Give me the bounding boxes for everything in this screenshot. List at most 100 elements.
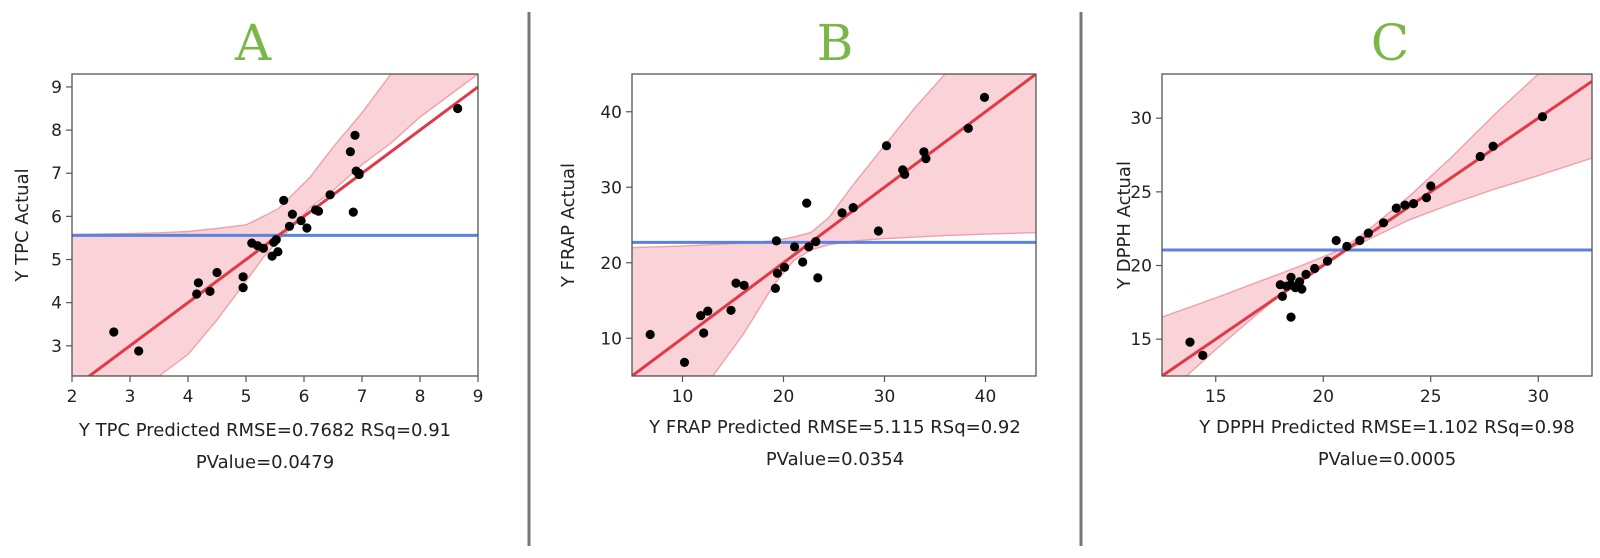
data-point — [772, 268, 783, 278]
data-point — [645, 329, 655, 340]
x-tick-label: 30 — [874, 387, 896, 407]
x-tick-label: 20 — [773, 387, 795, 407]
data-point — [873, 226, 884, 236]
data-point — [453, 103, 463, 114]
data-point — [1488, 141, 1498, 151]
x-tick-label: 8 — [415, 387, 426, 407]
data-point — [354, 168, 364, 178]
data-point — [1363, 228, 1373, 238]
x-tick-label: 2 — [67, 387, 78, 407]
panel-letter-c: C — [1371, 14, 1409, 72]
data-point — [1310, 263, 1320, 274]
data-point — [287, 209, 297, 219]
data-point — [1295, 277, 1305, 287]
data-point — [837, 208, 847, 218]
data-point — [1400, 200, 1410, 210]
y-tick-label: 4 — [51, 294, 62, 314]
data-point — [696, 311, 706, 321]
x-tick-label: 20 — [1312, 387, 1334, 407]
pvalue-label: PValue=0.0479 — [196, 452, 334, 473]
chart-panel-c: C 15 20 25 30 15 20 25 30 Y DPPH Actual Y DPPH Pre… — [1114, 14, 1593, 470]
data-point — [1475, 151, 1485, 162]
confidence-band-lower-edge — [632, 231, 1036, 376]
confidence-band — [1162, 74, 1592, 376]
data-point — [1322, 256, 1333, 266]
x-axis-label: Y TPC Predicted RMSE=0.7682 RSq=0.91 — [78, 420, 451, 441]
data-point — [921, 154, 931, 164]
y-tick-label: 7 — [51, 164, 62, 184]
data-point — [1537, 112, 1548, 122]
chart-panel-a: A 2 3 4 5 6 7 8 9 3 4 5 6 7 8 9 Y TPC Actual Y TPC Predic… — [12, 14, 483, 473]
data-point — [1391, 203, 1401, 213]
x-tick-label: 40 — [975, 387, 997, 407]
data-point — [271, 235, 281, 245]
data-point — [811, 237, 821, 247]
data-point — [1331, 235, 1341, 246]
data-point — [848, 203, 858, 213]
data-point — [881, 141, 892, 151]
x-tick-label: 5 — [241, 387, 252, 407]
panel-letter-b: B — [817, 14, 854, 72]
y-tick-label: 30 — [600, 178, 622, 198]
data-point — [739, 280, 749, 290]
data-point — [679, 357, 690, 367]
x-tick-label: 7 — [357, 387, 368, 407]
x-tick-label: 4 — [183, 387, 194, 407]
data-point — [1286, 312, 1296, 322]
y-tick-label: 3 — [51, 337, 62, 357]
data-point — [813, 273, 823, 283]
x-tick-label: 15 — [1205, 387, 1227, 407]
plot-frame — [1161, 73, 1593, 377]
y-tick-label: 8 — [51, 121, 62, 141]
data-point — [192, 289, 202, 299]
data-point — [771, 236, 782, 246]
x-tick-label: 25 — [1420, 387, 1442, 407]
plot-frame — [71, 73, 479, 377]
data-point — [345, 147, 355, 157]
y-tick-label: 6 — [51, 207, 62, 227]
confidence-band-upper-edge — [632, 74, 1036, 249]
data-point — [1185, 337, 1195, 347]
data-point — [279, 195, 289, 205]
data-point — [802, 198, 812, 208]
y-axis-label: Y TPC Actual — [12, 168, 33, 282]
data-point — [770, 283, 781, 293]
data-point — [134, 346, 144, 356]
y-tick-label: 40 — [600, 103, 622, 123]
data-point — [1408, 199, 1419, 209]
plot-area-c — [1162, 74, 1592, 376]
y-axis-label: Y DPPH Actual — [1114, 161, 1135, 290]
plot-frame — [631, 73, 1037, 377]
data-point — [273, 247, 283, 257]
x-tick-label: 3 — [125, 387, 136, 407]
pvalue-label: PValue=0.0354 — [766, 449, 904, 470]
confidence-band-lower-edge — [1185, 157, 1592, 376]
plot-area-a — [72, 74, 478, 376]
y-tick-label: 15 — [1130, 330, 1152, 350]
data-point — [699, 328, 709, 338]
data-point — [212, 267, 222, 278]
data-point — [238, 283, 248, 293]
data-point — [284, 221, 295, 231]
data-point — [779, 262, 790, 272]
data-point — [979, 92, 990, 102]
x-tick-label: 10 — [672, 387, 694, 407]
data-point — [313, 206, 324, 216]
data-point — [325, 190, 335, 200]
data-point — [258, 243, 268, 253]
data-point — [790, 242, 800, 252]
data-point — [350, 130, 360, 140]
confidence-band-upper-edge — [72, 74, 478, 236]
data-point — [798, 257, 808, 267]
data-point — [900, 169, 910, 179]
x-tick-label: 30 — [1527, 387, 1549, 407]
plot-area-b — [632, 74, 1036, 376]
data-point — [804, 242, 814, 252]
y-tick-label: 30 — [1130, 109, 1152, 129]
data-point — [205, 286, 215, 296]
panel-letter-a: A — [234, 14, 272, 72]
data-point — [109, 327, 119, 337]
fit-line — [1162, 80, 1592, 376]
data-point — [348, 207, 358, 217]
